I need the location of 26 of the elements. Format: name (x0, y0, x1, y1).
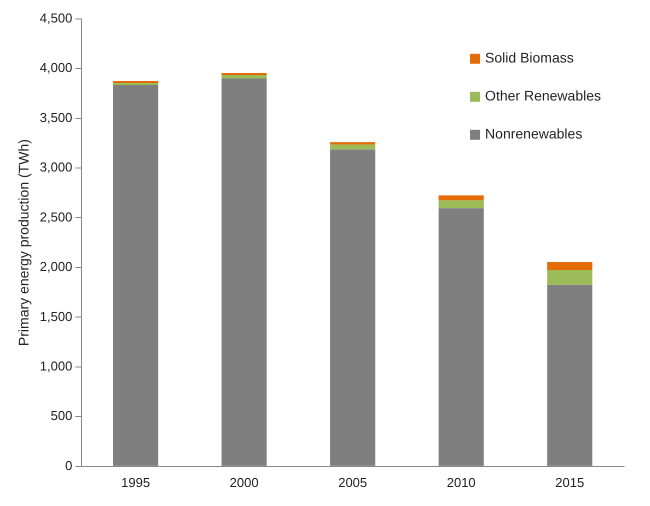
y-axis-title: Primary energy production (TWh) (15, 139, 32, 346)
y-tick-label: 2,500 (40, 209, 72, 224)
y-tick-label: 4,500 (40, 10, 72, 26)
y-tick-label: 0 (65, 458, 72, 473)
x-tick-label: 2005 (338, 474, 368, 490)
y-tick-label: 2,000 (40, 259, 72, 274)
bar (330, 144, 376, 150)
bar (222, 75, 267, 78)
bar (438, 200, 484, 208)
bar (547, 270, 592, 285)
x-tick-label: 2000 (230, 474, 259, 490)
legend-label: Solid Biomass (485, 50, 574, 66)
y-tick-label: 3,000 (40, 160, 72, 175)
y-tick-label: 4,000 (40, 60, 72, 76)
y-tick-label: 1,000 (40, 358, 72, 374)
legend-label: Nonrenewables (485, 126, 582, 142)
y-tick-label: 3,500 (40, 110, 72, 125)
x-tick-label: 1995 (121, 474, 150, 490)
x-tick-label: 2010 (446, 474, 476, 490)
bar (330, 142, 376, 145)
bar (438, 195, 484, 200)
legend-label: Other Renewables (485, 88, 601, 104)
x-tick-label: 2015 (555, 474, 584, 490)
y-tick-label: 1,500 (40, 308, 72, 324)
y-tick-label: 500 (50, 408, 72, 424)
bar (547, 262, 592, 270)
